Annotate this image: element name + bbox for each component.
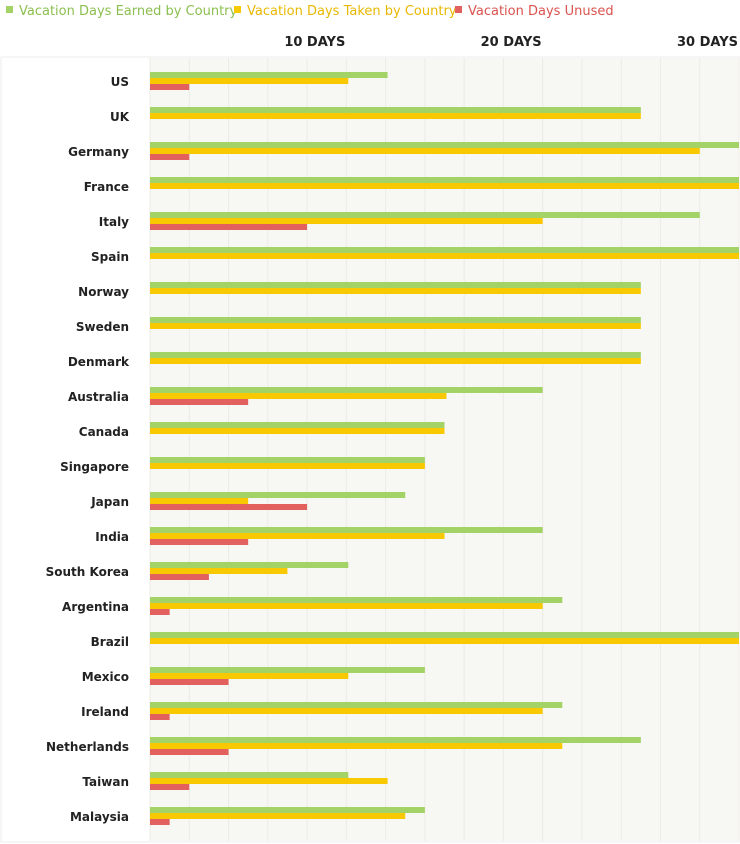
bar-taken [150,78,349,84]
bar-earned [150,527,543,533]
category-label: Malaysia [70,810,129,824]
category-label: Italy [99,215,129,229]
bar-earned [150,282,641,288]
bar-earned [150,632,739,638]
bar-earned [150,702,563,708]
bar-unused [150,714,170,720]
category-labels: US UK Germany France Italy Spain Norway Sweden D… [46,75,130,824]
category-label: Taiwan [82,775,129,789]
bar-taken [150,183,739,189]
legend-label: Vacation Days Unused [468,4,614,19]
bar-taken [150,533,445,539]
bar-earned [150,317,641,323]
bar-unused [150,609,170,615]
category-label: Japan [90,495,129,509]
bar-taken [150,708,543,714]
category-label: Netherlands [46,740,129,754]
bar-taken [150,498,249,504]
bar-unused [150,574,209,580]
bar-earned [150,667,425,673]
bar-taken [150,813,406,819]
bar-earned [150,142,739,148]
category-label: Spain [91,250,129,264]
bar-taken [150,253,739,259]
bar-taken [150,288,641,294]
category-label: Singapore [60,460,129,474]
bar-earned [150,177,739,183]
bar-unused [150,539,249,545]
x-tick-label: 20 DAYS [481,35,542,50]
bars [150,72,739,825]
bar-taken [150,743,563,749]
bar-earned [150,72,388,78]
bar-earned [150,737,641,743]
legend-item: Vacation Days Taken by Country [234,4,457,19]
bar-taken [150,603,543,609]
bar-earned [150,492,406,498]
category-label: Canada [79,425,129,439]
bar-earned [150,457,425,463]
bar-taken [150,148,700,154]
bar-earned [150,212,700,218]
bar-taken [150,393,447,399]
category-label: Ireland [81,705,129,719]
bar-taken [150,638,739,644]
legend-swatch [6,6,13,13]
bar-unused [150,819,170,825]
legend-item: Vacation Days Unused [455,4,614,19]
category-label: Mexico [82,670,129,684]
bar-unused [150,399,249,405]
bar-unused [150,224,308,230]
plot-area [150,58,739,841]
bar-earned [150,352,641,358]
bar-earned [150,772,349,778]
bar-earned [150,422,445,428]
category-label: Argentina [62,600,129,614]
bar-earned [150,247,739,253]
bar-unused [150,504,308,510]
bar-taken [150,428,445,434]
bar-unused [150,154,190,160]
legend: Vacation Days Earned by Country Vacation … [6,4,614,19]
bar-taken [150,673,349,679]
bar-unused [150,84,190,90]
bar-earned [150,597,563,603]
bar-taken [150,358,641,364]
x-tick-label: 30 DAYS [677,35,738,50]
bar-unused [150,679,229,685]
category-label: France [84,180,129,194]
bar-unused [150,749,229,755]
bar-taken [150,778,388,784]
category-label: Norway [78,285,129,299]
legend-item: Vacation Days Earned by Country [6,4,238,19]
category-label: Sweden [76,320,129,334]
x-axis-ticks: 10 DAYS 20 DAYS 30 DAYS [284,35,738,50]
category-label: Brazil [91,635,129,649]
legend-swatch [455,6,462,13]
category-label: Germany [68,145,129,159]
bar-earned [150,807,425,813]
category-label: US [111,75,129,89]
bar-unused [150,784,190,790]
category-label: Denmark [68,355,130,369]
category-label: South Korea [46,565,129,579]
legend-label: Vacation Days Taken by Country [247,4,457,19]
category-label: Australia [68,390,129,404]
bar-taken [150,463,425,469]
bar-earned [150,107,641,113]
legend-label: Vacation Days Earned by Country [19,4,238,19]
bar-taken [150,218,543,224]
legend-swatch [234,6,241,13]
bar-earned [150,562,349,568]
category-label: India [95,530,129,544]
bar-taken [150,113,641,119]
bar-earned [150,387,543,393]
bar-taken [150,568,288,574]
bar-taken [150,323,641,329]
category-label: UK [110,110,130,124]
x-tick-label: 10 DAYS [284,35,345,50]
